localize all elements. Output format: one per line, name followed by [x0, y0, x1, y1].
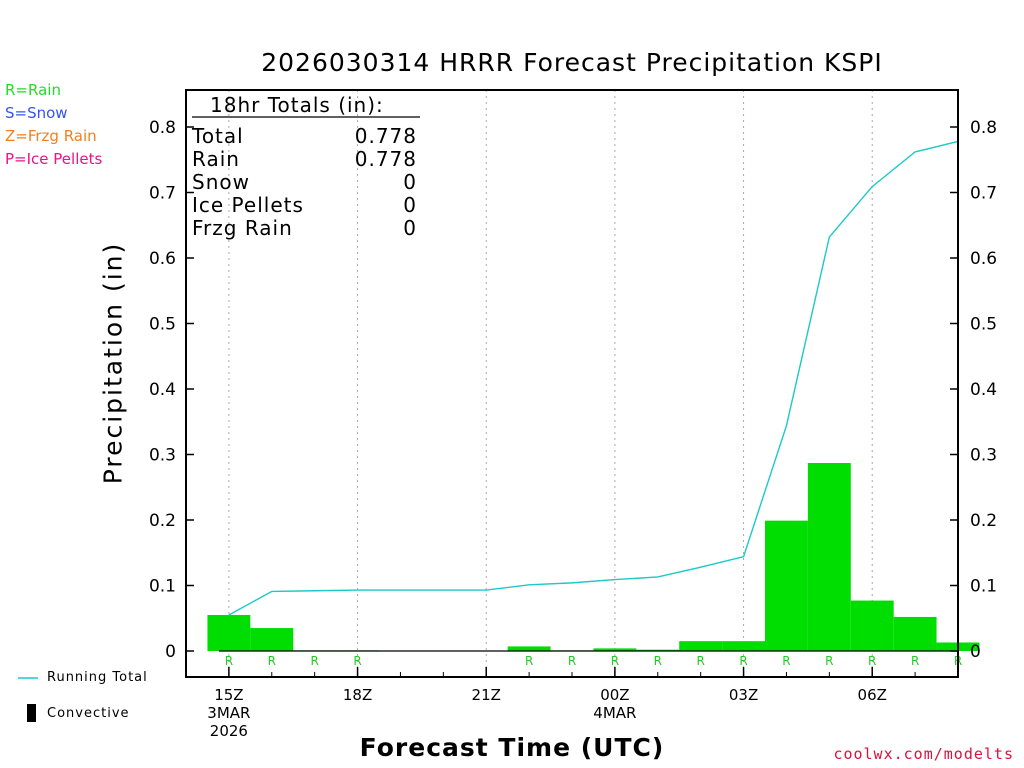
convective-legend-label: Convective [47, 706, 130, 721]
totals-row-value: 0 [403, 170, 417, 194]
precip-bar [807, 463, 851, 651]
precip-bar [250, 628, 294, 651]
totals-row-value: 0 [403, 193, 417, 217]
y-tick-label-right: 0.3 [970, 446, 997, 466]
x-axis-label: Forecast Time (UTC) [359, 733, 665, 762]
ptype-mark: R [654, 654, 662, 668]
x-tick-label: 06Z [858, 686, 887, 704]
y-tick-label-right: 0.6 [970, 249, 997, 269]
precip-bar [207, 614, 251, 651]
ptype-legend-item: Z=Frzg Rain [5, 127, 97, 145]
y-tick-label-right: 0.8 [970, 118, 997, 138]
y-tick-label-left: 0.8 [149, 118, 176, 138]
y-tick-label-left: 0.2 [149, 511, 176, 531]
ptype-legend-item: R=Rain [5, 81, 61, 99]
running-total-line [228, 140, 959, 616]
ptype-mark: R [353, 654, 361, 668]
x-tick-label: 3MAR [207, 704, 250, 722]
ptype-legend-item: S=Snow [5, 104, 68, 122]
totals-row-value: 0 [403, 216, 417, 240]
totals-row-label: Ice Pellets [192, 193, 304, 217]
y-tick-label-right: 0.5 [970, 315, 997, 335]
y-tick-label-right: 0.2 [970, 511, 997, 531]
x-tick-label: 4MAR [593, 704, 636, 722]
precip-bar [679, 641, 723, 651]
totals-header: 18hr Totals (in): [210, 93, 384, 117]
totals-row-label: Rain [192, 147, 240, 171]
x-tick-label: 21Z [472, 686, 501, 704]
totals-row-value: 0.778 [355, 147, 417, 171]
y-tick-label-left: 0.1 [149, 577, 176, 597]
y-tick-label-left: 0.5 [149, 315, 176, 335]
totals-row-label: Frzg Rain [192, 216, 293, 240]
precip-bar [850, 600, 894, 651]
y-tick-label-left: 0.6 [149, 249, 176, 269]
ptype-mark: R [739, 654, 747, 668]
totals-row-label: Snow [192, 170, 250, 194]
precip-bar [636, 649, 680, 651]
ptype-mark: R [825, 654, 833, 668]
ptype-mark: R [568, 654, 576, 668]
ptype-mark: R [868, 654, 876, 668]
y-tick-label-right: 0.7 [970, 184, 997, 204]
y-tick-label-right: 0.4 [970, 380, 997, 400]
ptype-mark: R [782, 654, 790, 668]
ptype-mark: R [911, 654, 919, 668]
x-tick-label: 03Z [729, 686, 758, 704]
chart-title: 2026030314 HRRR Forecast Precipitation K… [261, 48, 883, 77]
y-tick-label-left: 0.7 [149, 184, 176, 204]
ptype-mark: R [268, 654, 276, 668]
totals-row-value: 0.778 [355, 124, 417, 148]
ptype-mark: R [525, 654, 533, 668]
precip-bar [507, 646, 551, 651]
y-tick-label-left: 0 [165, 642, 176, 662]
ptype-mark: R [310, 654, 318, 668]
convective-swatch [27, 704, 36, 722]
running-total-legend-label: Running Total [47, 670, 148, 685]
precip-bar [893, 616, 937, 651]
x-tick-label: 15Z [214, 686, 243, 704]
precip-bar [765, 520, 808, 651]
bottom-legend-swatches [18, 677, 38, 722]
x-tick-label: 18Z [343, 686, 372, 704]
ptype-mark: R [611, 654, 619, 668]
totals-row-label: Total [191, 124, 244, 148]
ptype-legend-item: P=Ice Pellets [5, 150, 103, 168]
ptype-mark: R [696, 654, 704, 668]
precip-bar [593, 648, 637, 651]
y-tick-label-left: 0.4 [149, 380, 176, 400]
credit-link[interactable]: coolwx.com/modelts [833, 745, 1014, 763]
y-tick-label-right: 0 [970, 642, 981, 662]
y-tick-label-left: 0.3 [149, 446, 176, 466]
precip-bar [722, 641, 765, 651]
x-tick-label: 2026 [210, 722, 248, 740]
y-tick-label-right: 0.1 [970, 577, 997, 597]
x-tick-label: 00Z [600, 686, 629, 704]
ptype-mark: R [225, 654, 233, 668]
